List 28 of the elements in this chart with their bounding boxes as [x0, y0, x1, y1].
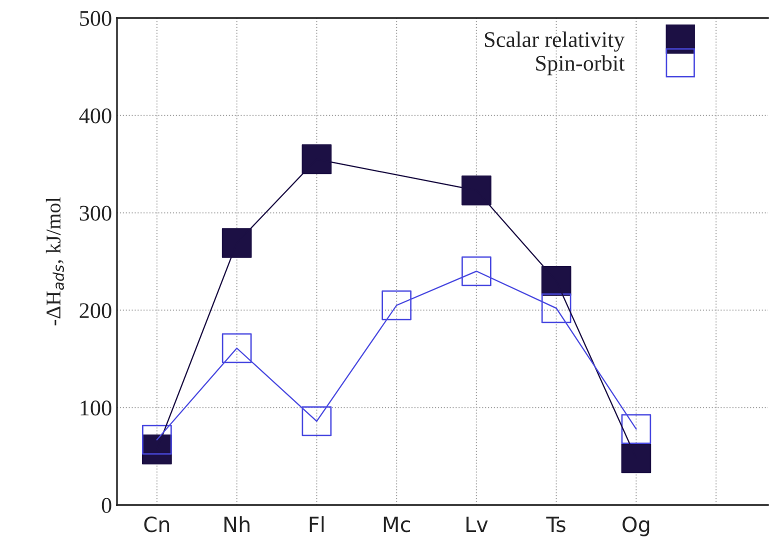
- x-tick-label: Og: [622, 516, 650, 536]
- point: [302, 144, 332, 174]
- point: [302, 406, 332, 436]
- point: [142, 424, 172, 455]
- point: [621, 414, 652, 444]
- legend-label: Spin-orbit: [536, 55, 625, 76]
- x-tick-label: Nh: [224, 516, 250, 532]
- point: [462, 175, 492, 206]
- y-tick-label: 100: [80, 400, 112, 416]
- point: [222, 333, 252, 364]
- y-tick-label: 200: [80, 303, 112, 318]
- y-axis-title: -ΔH$_{ads}$, kJ/mol: [46, 197, 64, 326]
- point: [541, 293, 572, 324]
- legend-label: Scalar relativity: [484, 31, 625, 52]
- x-tick-label: Mc: [384, 516, 410, 532]
- y-tick-label: 0: [102, 498, 112, 513]
- y-tick-label: 300: [80, 206, 112, 221]
- point: [621, 443, 652, 474]
- x-tick-label: Cn: [144, 516, 170, 532]
- point: [222, 228, 252, 258]
- x-tick-label: Lv: [466, 516, 488, 532]
- point: [382, 290, 412, 320]
- x-tick-label: Ts: [546, 516, 566, 532]
- point: [541, 266, 572, 296]
- point: [462, 256, 492, 286]
- y-tick-label: 500: [80, 10, 112, 26]
- y-tick-label: 400: [79, 108, 112, 124]
- x-tick-label: Fl: [310, 516, 324, 532]
